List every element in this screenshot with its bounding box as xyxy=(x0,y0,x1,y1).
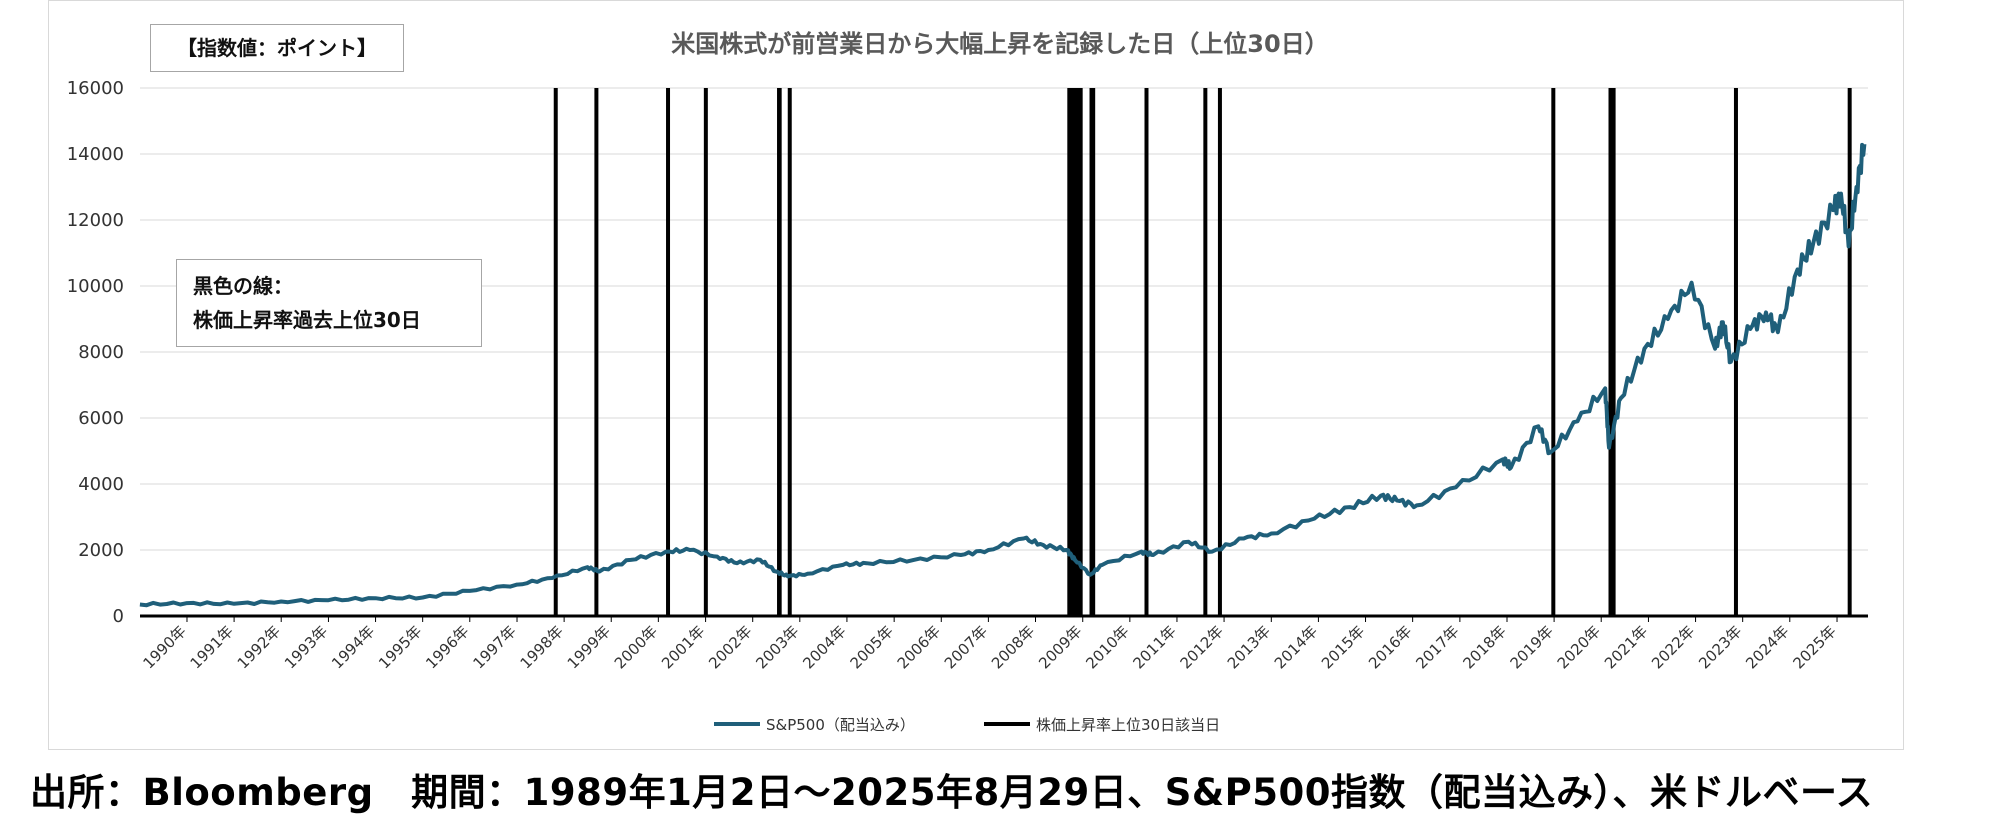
y-tick-label: 10000 xyxy=(67,276,124,297)
x-tick-label: 1999年 xyxy=(564,622,614,672)
x-tick-label: 2000年 xyxy=(611,622,661,672)
chart-frame xyxy=(48,0,1904,750)
x-tick-label: 2007年 xyxy=(941,622,991,672)
y-tick-label: 2000 xyxy=(78,540,124,561)
x-tick-label: 2024年 xyxy=(1742,622,1792,672)
y-tick-label: 6000 xyxy=(78,408,124,429)
series-line-sp500 xyxy=(139,142,1867,608)
series-layer xyxy=(139,142,1867,608)
x-tick-label: 2005年 xyxy=(847,622,897,672)
x-tick-label: 2011年 xyxy=(1129,622,1179,672)
x-tick-label: 2022年 xyxy=(1648,622,1698,672)
x-tick-label: 2009年 xyxy=(1035,622,1085,672)
x-tick-label: 2006年 xyxy=(894,622,944,672)
y-tick-label: 4000 xyxy=(78,474,124,495)
x-tick-label: 1991年 xyxy=(187,622,237,672)
x-tick-label: 2019年 xyxy=(1507,622,1557,672)
y-tick-label: 8000 xyxy=(78,342,124,363)
x-tick-label: 2025年 xyxy=(1790,622,1840,672)
x-tick-label: 2012年 xyxy=(1177,622,1227,672)
x-tick-label: 2013年 xyxy=(1224,622,1274,672)
x-tick-label: 2001年 xyxy=(658,622,708,672)
x-tick-label: 1990年 xyxy=(139,622,189,672)
x-tick-label: 2014年 xyxy=(1271,622,1321,672)
x-tick-label: 2020年 xyxy=(1554,622,1604,672)
x-tick-label: 1993年 xyxy=(281,622,331,672)
x-tick-label: 1998年 xyxy=(517,622,567,672)
x-tick-label: 1992年 xyxy=(234,622,284,672)
x-tick-label: 2018年 xyxy=(1459,622,1509,672)
x-tick-label: 1995年 xyxy=(375,622,425,672)
y-tick-label: 0 xyxy=(113,606,124,627)
y-axis-ticks: 0 2000 4000 6000 8000 10000 12000 14000 16000 xyxy=(67,78,124,627)
black-line-note-line2: 株価上昇率過去上位30日 xyxy=(193,308,421,332)
legend-label-sp500: S&P500（配当込み） xyxy=(766,716,915,734)
y-tick-label: 16000 xyxy=(67,78,124,99)
legend-label-top30: 株価上昇率上位30日該当日 xyxy=(1036,716,1220,734)
unit-note: 【指数値：ポイント】 xyxy=(150,24,404,72)
y-tick-label: 12000 xyxy=(67,210,124,231)
black-line-note-line1: 黒色の線： xyxy=(193,274,293,298)
x-tick-label: 2015年 xyxy=(1318,622,1368,672)
x-tick-label: 2016年 xyxy=(1365,622,1415,672)
x-tick-label: 2008年 xyxy=(988,622,1038,672)
x-tick-label: 2002年 xyxy=(705,622,755,672)
x-tick-label: 1996年 xyxy=(422,622,472,672)
chart-svg: 0 2000 4000 6000 8000 10000 12000 14000 16000 19… xyxy=(67,78,1868,734)
source-note: 出所：Bloomberg 期間：1989年1月2日～2025年8月29日、S&P… xyxy=(30,771,1874,814)
black-line-note: 黒色の線： 株価上昇率過去上位30日 xyxy=(176,259,482,347)
x-tick-label: 2004年 xyxy=(799,622,849,672)
y-tick-label: 14000 xyxy=(67,144,124,165)
chart-title: 米国株式が前営業日から大幅上昇を記録した日（上位30日） xyxy=(671,30,1329,58)
x-tick-label: 2010年 xyxy=(1082,622,1132,672)
legend: S&P500（配当込み） 株価上昇率上位30日該当日 xyxy=(714,716,1220,734)
x-tick-label: 2023年 xyxy=(1695,622,1745,672)
x-tick-label: 2003年 xyxy=(752,622,802,672)
x-tick-label: 1997年 xyxy=(470,622,520,672)
x-tick-label: 2021年 xyxy=(1601,622,1651,672)
x-axis: 1990年1991年1992年1993年1994年1995年1996年1997年… xyxy=(139,614,1868,672)
x-tick-label: 2017年 xyxy=(1412,622,1462,672)
x-tick-label: 1994年 xyxy=(328,622,378,672)
